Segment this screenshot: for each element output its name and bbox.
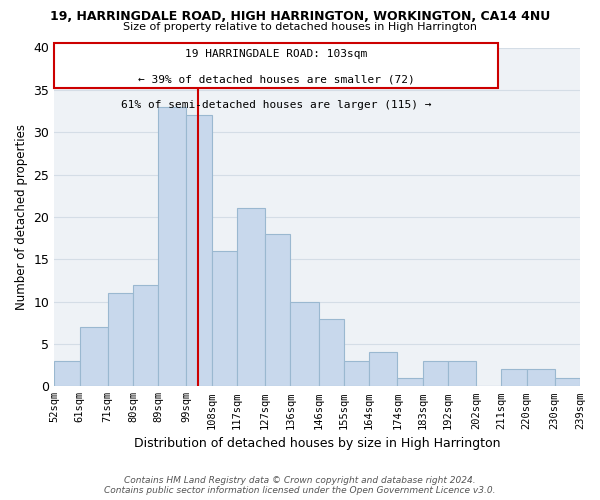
FancyBboxPatch shape: [54, 44, 499, 88]
Bar: [422, 361, 448, 386]
Bar: [80, 327, 108, 386]
Bar: [319, 318, 344, 386]
Bar: [290, 302, 319, 386]
Text: 61% of semi-detached houses are larger (115) →: 61% of semi-detached houses are larger (…: [121, 100, 431, 110]
X-axis label: Distribution of detached houses by size in High Harrington: Distribution of detached houses by size …: [134, 437, 500, 450]
Bar: [54, 361, 80, 386]
Text: Size of property relative to detached houses in High Harrington: Size of property relative to detached ho…: [123, 22, 477, 32]
Text: 19, HARRINGDALE ROAD, HIGH HARRINGTON, WORKINGTON, CA14 4NU: 19, HARRINGDALE ROAD, HIGH HARRINGTON, W…: [50, 10, 550, 23]
Bar: [108, 293, 133, 386]
Bar: [212, 251, 237, 386]
Bar: [133, 284, 158, 386]
Bar: [527, 370, 554, 386]
Bar: [448, 361, 476, 386]
Bar: [397, 378, 422, 386]
Bar: [369, 352, 397, 386]
Bar: [187, 116, 212, 386]
Bar: [344, 361, 369, 386]
Text: 19 HARRINGDALE ROAD: 103sqm: 19 HARRINGDALE ROAD: 103sqm: [185, 50, 368, 59]
Text: Contains HM Land Registry data © Crown copyright and database right 2024.
Contai: Contains HM Land Registry data © Crown c…: [104, 476, 496, 495]
Bar: [265, 234, 290, 386]
Bar: [158, 107, 187, 386]
Text: ← 39% of detached houses are smaller (72): ← 39% of detached houses are smaller (72…: [138, 75, 415, 85]
Y-axis label: Number of detached properties: Number of detached properties: [15, 124, 28, 310]
Bar: [554, 378, 580, 386]
Bar: [501, 370, 527, 386]
Bar: [237, 208, 265, 386]
